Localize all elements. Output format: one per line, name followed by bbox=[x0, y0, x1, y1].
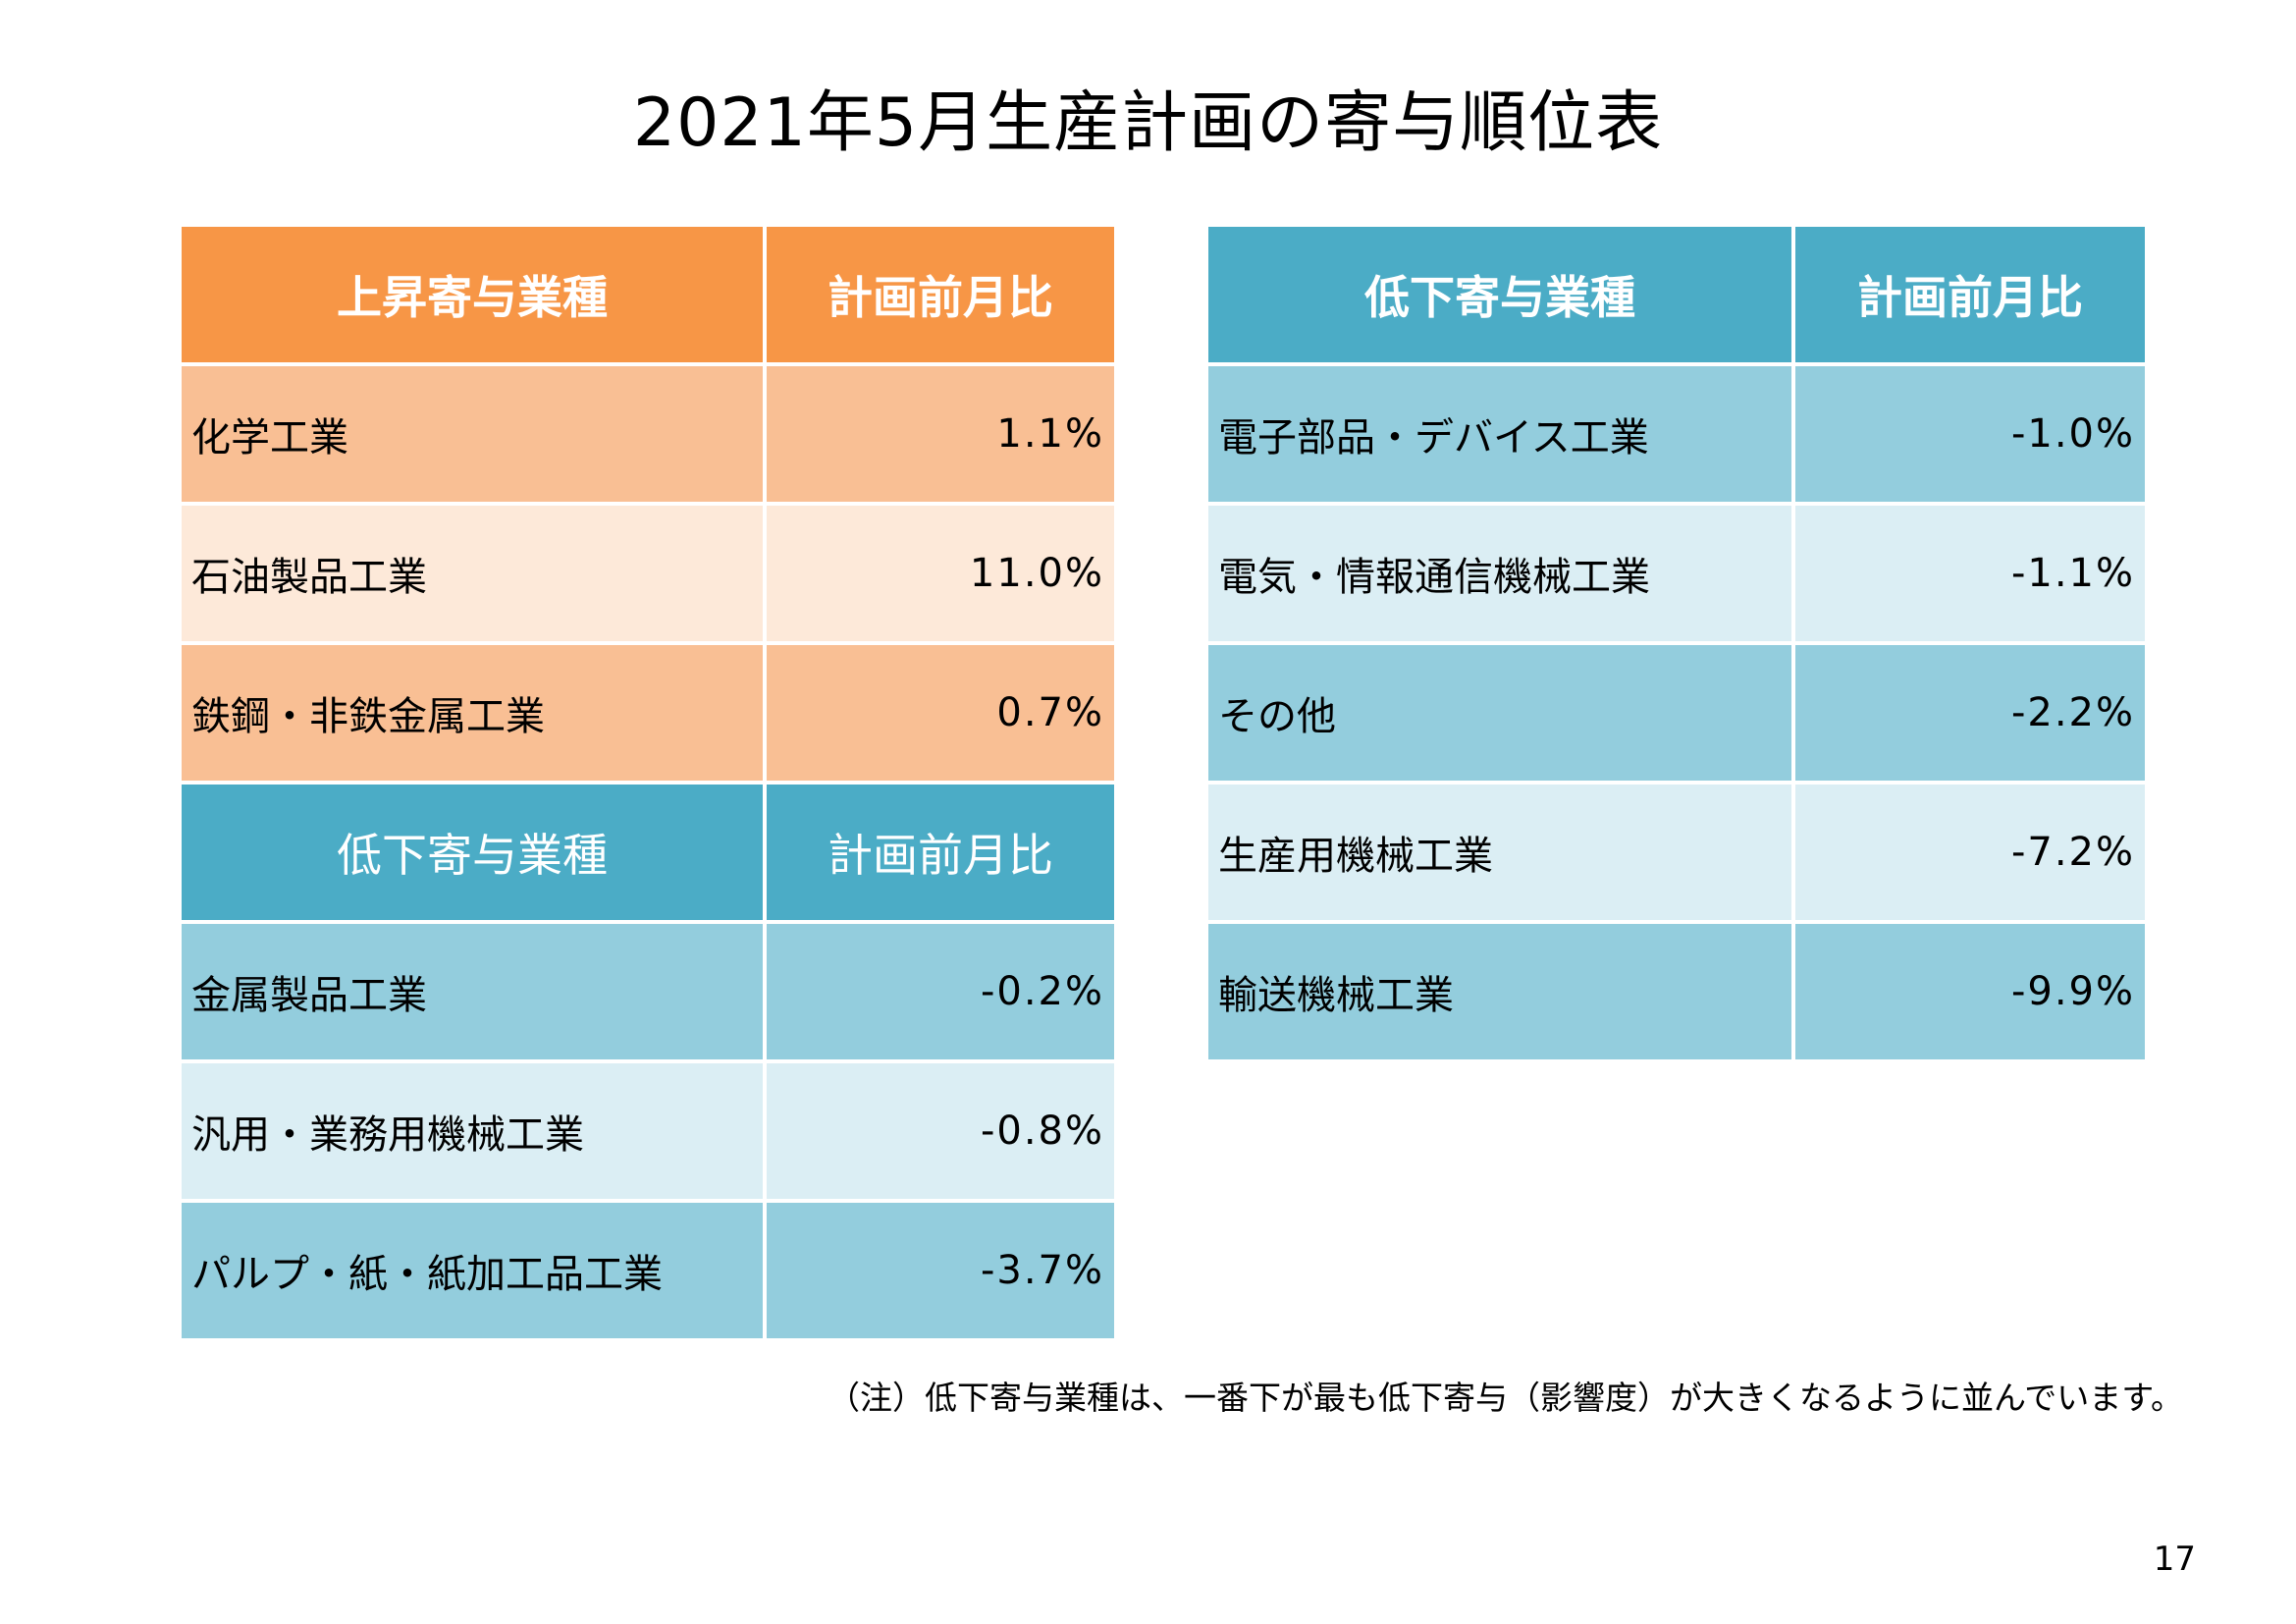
page-title: 2021年5月生産計画の寄与順位表 bbox=[632, 84, 1664, 162]
falling-mom-header: 計画前月比 bbox=[1795, 227, 2145, 362]
mom-value: -1.0% bbox=[1795, 366, 2145, 502]
rising-mom-header: 計画前月比 bbox=[767, 227, 1114, 362]
footnote: （注）低下寄与業種は、一番下が最も低下寄与（影響度）が大きくなるように並んでいま… bbox=[827, 1379, 2183, 1417]
table-row: 電気・情報通信機械工業 -1.1% bbox=[1208, 506, 2145, 641]
table-row: その他 -2.2% bbox=[1208, 645, 2145, 781]
mom-value: -7.2% bbox=[1795, 785, 2145, 920]
table-row: 輸送機械工業 -9.9% bbox=[1208, 924, 2145, 1059]
industry-name: 電気・情報通信機械工業 bbox=[1208, 506, 1795, 641]
mom-value: -1.1% bbox=[1795, 506, 2145, 641]
industry-name: その他 bbox=[1208, 645, 1795, 781]
industry-name: 鉄鋼・非鉄金属工業 bbox=[182, 645, 767, 781]
falling-header-row: 低下寄与業種 計画前月比 bbox=[1208, 227, 2145, 362]
mom-value: 11.0% bbox=[767, 506, 1114, 641]
mom-value: -9.9% bbox=[1795, 924, 2145, 1059]
mom-value: -3.7% bbox=[767, 1203, 1114, 1338]
mom-value: -0.2% bbox=[767, 924, 1114, 1059]
table-row: 化学工業 1.1% bbox=[182, 366, 1114, 502]
table-row: 汎用・業務用機械工業 -0.8% bbox=[182, 1063, 1114, 1199]
industry-name: 石油製品工業 bbox=[182, 506, 767, 641]
industry-name: パルプ・紙・紙加工品工業 bbox=[182, 1203, 767, 1338]
page-number: 17 bbox=[2153, 1540, 2196, 1579]
table-row: 石油製品工業 11.0% bbox=[182, 506, 1114, 641]
table-row: 生産用機械工業 -7.2% bbox=[1208, 785, 2145, 920]
mom-value: -0.8% bbox=[767, 1063, 1114, 1199]
industry-name: 金属製品工業 bbox=[182, 924, 767, 1059]
falling-industry-header: 低下寄与業種 bbox=[1208, 227, 1795, 362]
table-row: 金属製品工業 -0.2% bbox=[182, 924, 1114, 1059]
mom-value: -2.2% bbox=[1795, 645, 2145, 781]
industry-name: 輸送機械工業 bbox=[1208, 924, 1795, 1059]
rising-header-row: 上昇寄与業種 計画前月比 bbox=[182, 227, 1114, 362]
falling-header-row: 低下寄与業種 計画前月比 bbox=[182, 785, 1114, 920]
mom-value: 1.1% bbox=[767, 366, 1114, 502]
industry-name: 汎用・業務用機械工業 bbox=[182, 1063, 767, 1199]
falling-mom-header: 計画前月比 bbox=[767, 785, 1114, 920]
table-row: 鉄鋼・非鉄金属工業 0.7% bbox=[182, 645, 1114, 781]
table-row: パルプ・紙・紙加工品工業 -3.7% bbox=[182, 1203, 1114, 1338]
mom-value: 0.7% bbox=[767, 645, 1114, 781]
industry-name: 化学工業 bbox=[182, 366, 767, 502]
table-row: 電子部品・デバイス工業 -1.0% bbox=[1208, 366, 2145, 502]
right-contribution-table: 低下寄与業種 計画前月比 電子部品・デバイス工業 -1.0% 電気・情報通信機械… bbox=[1208, 223, 2145, 1063]
left-contribution-table: 上昇寄与業種 計画前月比 化学工業 1.1% 石油製品工業 11.0% 鉄鋼・非… bbox=[182, 223, 1114, 1342]
industry-name: 電子部品・デバイス工業 bbox=[1208, 366, 1795, 502]
industry-name: 生産用機械工業 bbox=[1208, 785, 1795, 920]
rising-industry-header: 上昇寄与業種 bbox=[182, 227, 767, 362]
falling-industry-header: 低下寄与業種 bbox=[182, 785, 767, 920]
